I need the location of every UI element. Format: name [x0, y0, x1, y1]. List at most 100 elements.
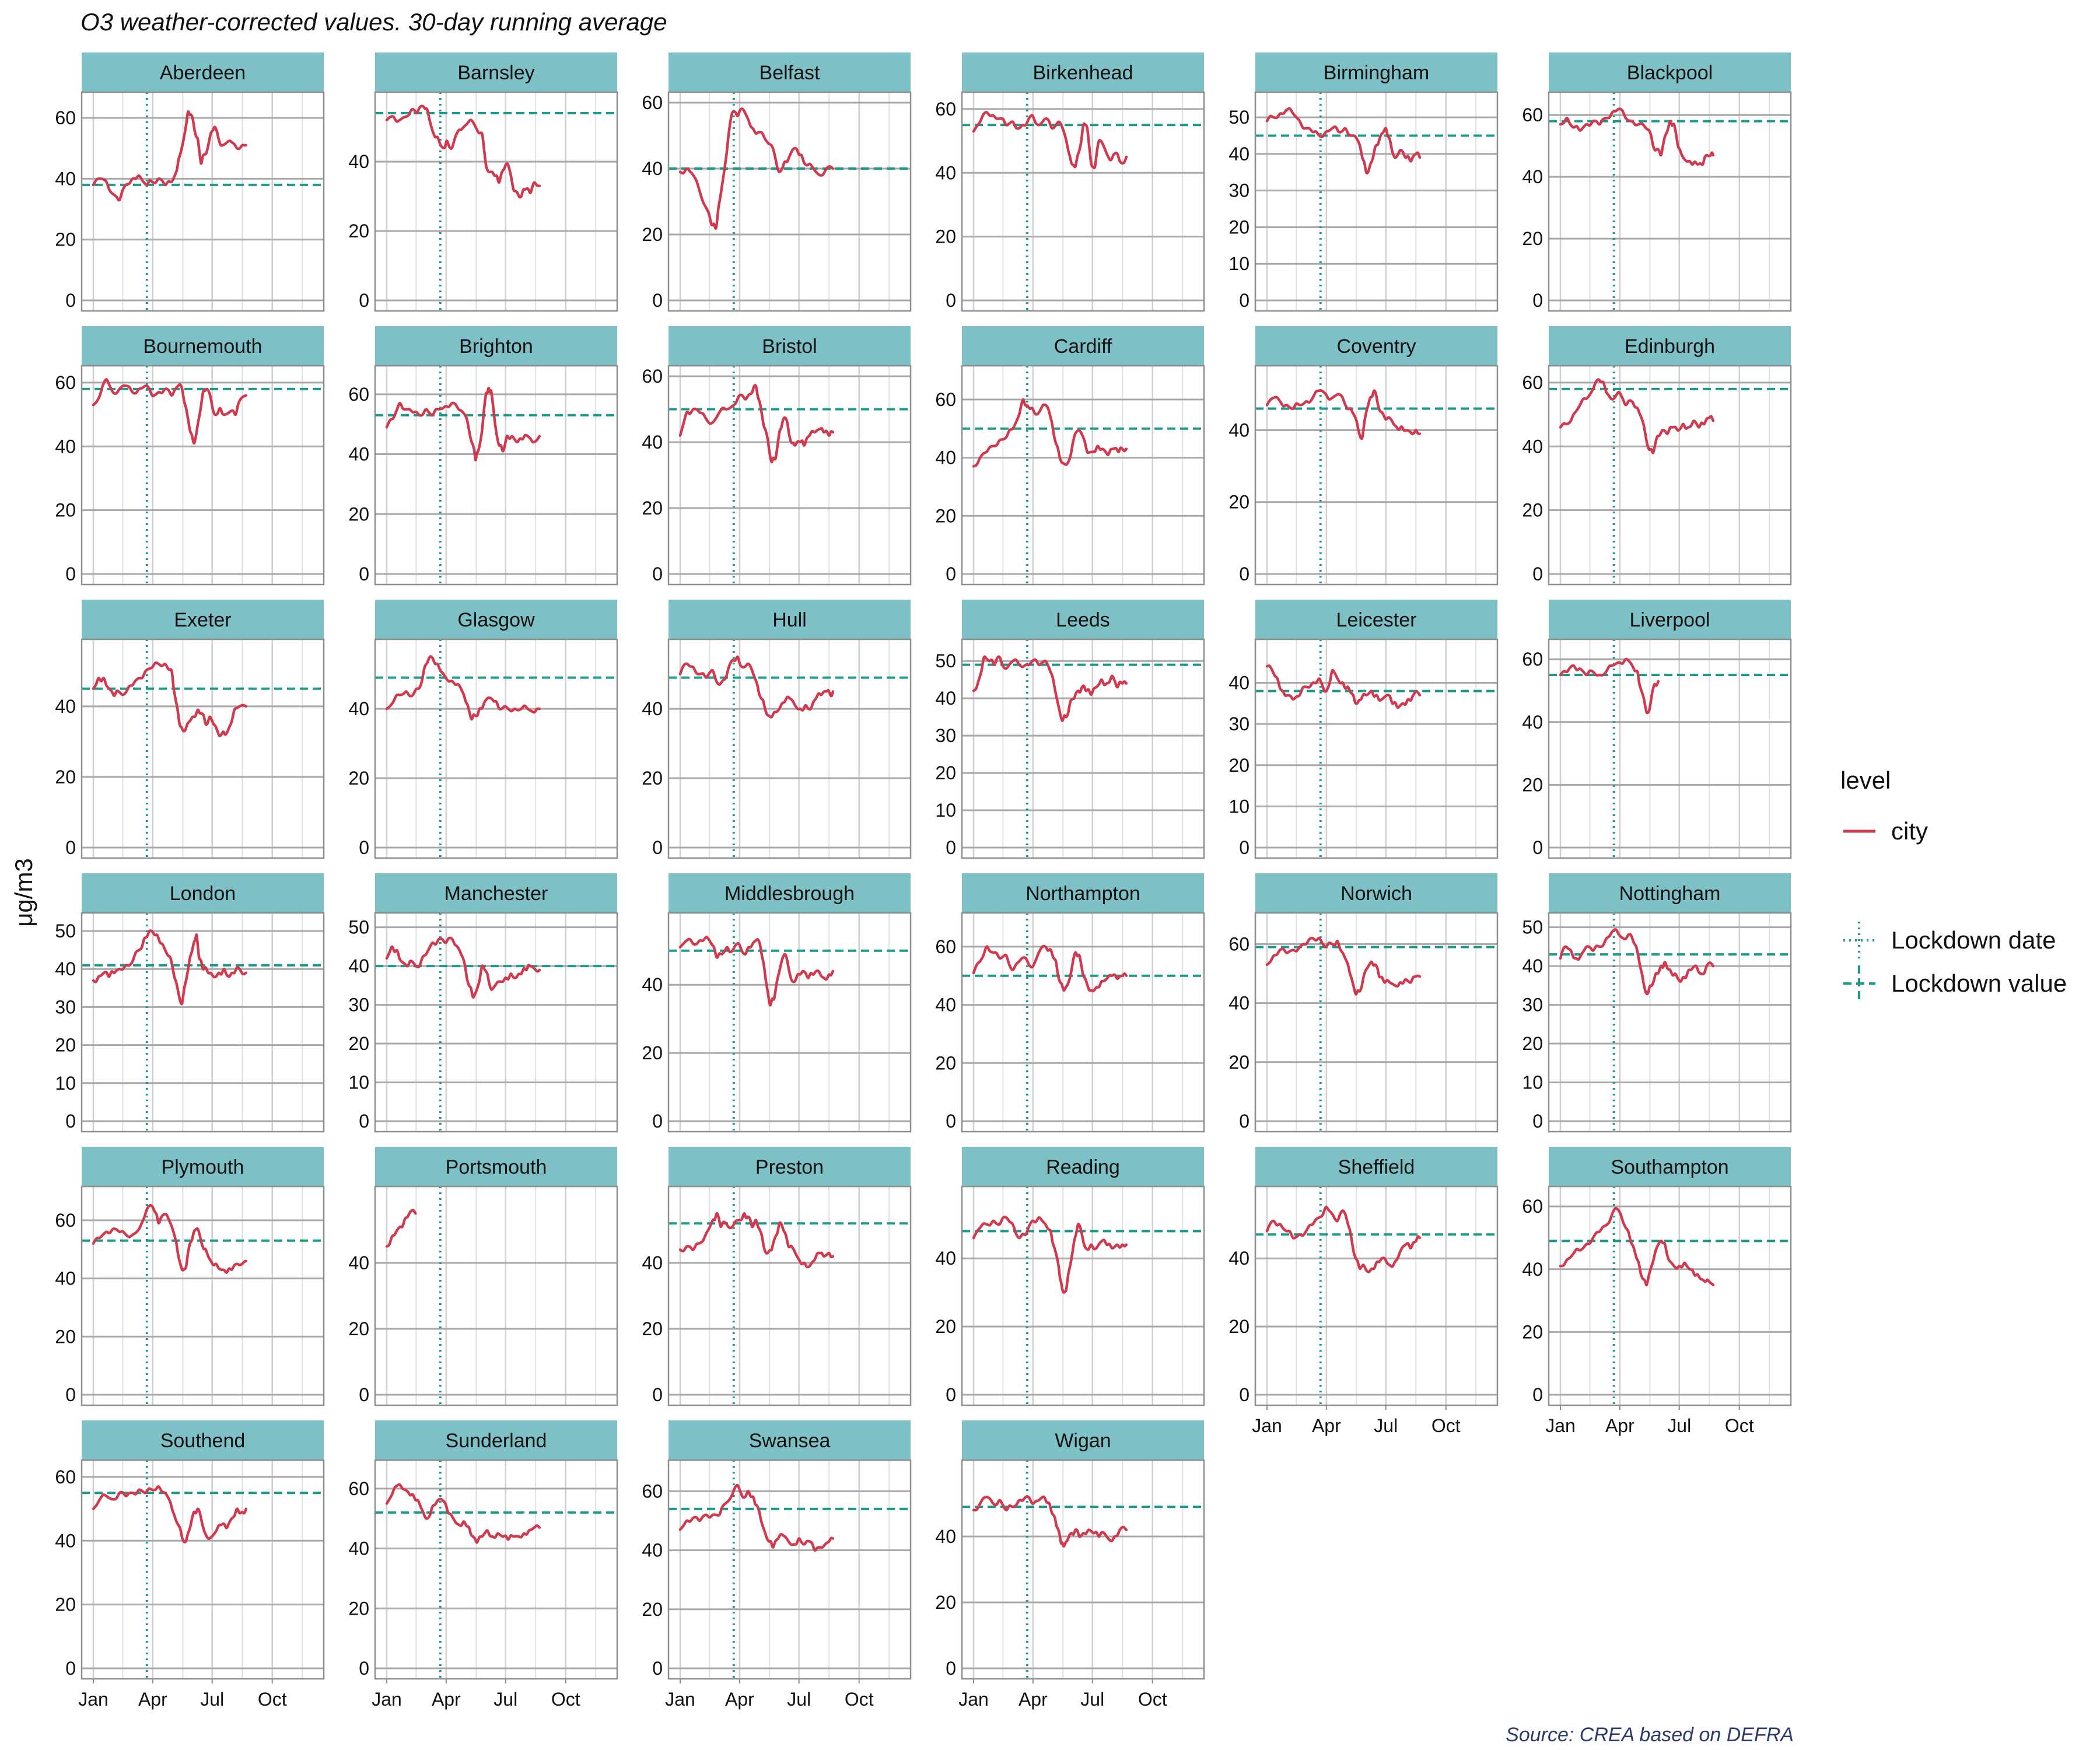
- y-tick-label: 60: [642, 1480, 663, 1502]
- panel-title: Wigan: [1055, 1430, 1111, 1452]
- panel-border: [1254, 912, 1499, 1133]
- y-tick-label: 0: [946, 290, 956, 311]
- x-tick-label: Jan: [958, 1689, 989, 1710]
- panel-belfast: Belfast 0 20 40 60: [642, 52, 912, 312]
- panel-strip: [375, 1147, 617, 1186]
- panel-border: [374, 1185, 618, 1406]
- panel-title: Manchester: [444, 883, 548, 905]
- panel-strip: [82, 1420, 324, 1460]
- series-line-city: [1265, 936, 1422, 996]
- y-tick-label: 20: [55, 1326, 76, 1347]
- series-line-city: [678, 1483, 835, 1552]
- panel-strip: [1255, 873, 1497, 913]
- y-tick-label: 0: [946, 1658, 956, 1679]
- series-line-city: [1559, 378, 1715, 454]
- y-tick-label: 20: [1228, 492, 1250, 513]
- panel-leicester: Leicester 0 10 20 30 40: [1228, 600, 1499, 859]
- panel-sheffield: Sheffield 0 20 40 Jan Apr Jul Oct: [1228, 1147, 1499, 1436]
- y-tick-label: 50: [1522, 917, 1543, 938]
- panel-border: [1548, 912, 1792, 1133]
- y-tick-label: 20: [935, 1592, 956, 1613]
- panel-background: [82, 639, 324, 858]
- series-line-city: [972, 111, 1128, 170]
- y-tick-label: 20: [642, 1318, 663, 1339]
- y-tick-label: 0: [1239, 290, 1250, 311]
- panel-exeter: Exeter 0 20 40: [55, 600, 325, 859]
- series-line-city: [972, 655, 1128, 722]
- panel-birmingham: Birmingham 0 10 20 30 40 50: [1228, 52, 1499, 312]
- panel-background: [668, 913, 911, 1132]
- y-tick-label: 50: [348, 917, 369, 938]
- y-tick-label: 40: [935, 688, 956, 709]
- legend-city-label: city: [1891, 817, 1928, 845]
- series-line-city: [1559, 657, 1660, 715]
- panel-background: [1549, 92, 1791, 311]
- panel-title: Hull: [772, 609, 807, 631]
- panel-strip: [1549, 1147, 1791, 1186]
- y-tick-label: 10: [348, 1072, 369, 1093]
- y-tick-label: 20: [348, 503, 369, 524]
- panel-strip: [1549, 873, 1791, 913]
- y-tick-label: 30: [935, 725, 956, 746]
- y-tick-label: 60: [642, 366, 663, 387]
- panel-strip: [962, 873, 1204, 913]
- y-tick-label: 20: [642, 1599, 663, 1620]
- panel-title: Middlesbrough: [724, 883, 855, 905]
- panel-strip: [375, 873, 617, 913]
- panel-liverpool: Liverpool 0 20 40 60: [1522, 600, 1792, 859]
- panel-middlesbrough: Middlesbrough 0 20 40: [642, 873, 912, 1133]
- y-tick-label: 20: [935, 1316, 956, 1337]
- panel-leeds: Leeds 0 10 20 30 40 50: [935, 600, 1205, 859]
- y-tick-label: 20: [1522, 1033, 1543, 1054]
- y-tick-label: 20: [55, 229, 76, 250]
- series-line-city: [92, 378, 248, 445]
- panel-title: Preston: [755, 1156, 824, 1178]
- y-tick-label: 0: [946, 1384, 956, 1405]
- panel-title: Southampton: [1611, 1156, 1728, 1178]
- panel-aberdeen: Aberdeen 0 20 40 60: [55, 52, 325, 312]
- x-tick-label: Jan: [665, 1689, 695, 1710]
- y-tick-label: 0: [1532, 564, 1543, 584]
- panel-strip: [1255, 52, 1497, 92]
- y-axis-label: μg/m3: [10, 858, 37, 927]
- panel-border: [667, 1185, 912, 1406]
- y-tick-label: 20: [1522, 500, 1543, 521]
- y-tick-label: 60: [348, 384, 369, 405]
- panel-title: Portsmouth: [446, 1156, 547, 1178]
- panel-title: Glasgow: [457, 609, 535, 631]
- y-tick-label: 0: [652, 564, 663, 584]
- panel-southampton: Southampton 0 20 40 60 Jan Apr Jul Oct: [1522, 1147, 1792, 1436]
- panel-title: Bournemouth: [143, 335, 262, 358]
- panel-border: [1254, 1185, 1499, 1406]
- y-tick-label: 40: [642, 158, 663, 179]
- panel-background: [668, 92, 911, 311]
- y-tick-label: 50: [55, 921, 76, 942]
- panel-background: [1255, 92, 1497, 311]
- panel-title: Blackpool: [1627, 62, 1713, 84]
- panel-title: Birmingham: [1324, 62, 1429, 84]
- y-tick-label: 20: [642, 768, 663, 789]
- panel-title: Coventry: [1336, 335, 1416, 358]
- panel-border: [374, 638, 618, 859]
- y-tick-label: 20: [348, 1598, 369, 1619]
- y-tick-label: 0: [65, 1384, 76, 1405]
- x-tick-label: Oct: [258, 1689, 287, 1710]
- y-tick-label: 40: [1522, 956, 1543, 977]
- panel-border: [374, 91, 618, 312]
- panel-title: Bristol: [762, 335, 817, 358]
- panel-strip: [375, 326, 617, 366]
- panel-preston: Preston 0 20 40: [642, 1147, 912, 1406]
- series-line-city: [385, 655, 541, 721]
- y-tick-label: 0: [1532, 1111, 1543, 1132]
- y-tick-label: 60: [1522, 372, 1543, 393]
- panel-title: Leicester: [1336, 609, 1417, 631]
- panel-border: [80, 1459, 325, 1680]
- panel-strip: [375, 600, 617, 639]
- panel-reading: Reading 0 20 40: [935, 1147, 1205, 1406]
- y-tick-label: 0: [946, 1111, 956, 1132]
- y-tick-label: 0: [65, 1658, 76, 1679]
- panel-wigan: Wigan 0 20 40 Jan Apr Jul Oct: [935, 1420, 1205, 1710]
- panel-border: [961, 365, 1205, 586]
- y-tick-label: 60: [935, 936, 956, 957]
- panel-southend: Southend 0 20 40 60 Jan Apr Jul Oct: [55, 1420, 325, 1710]
